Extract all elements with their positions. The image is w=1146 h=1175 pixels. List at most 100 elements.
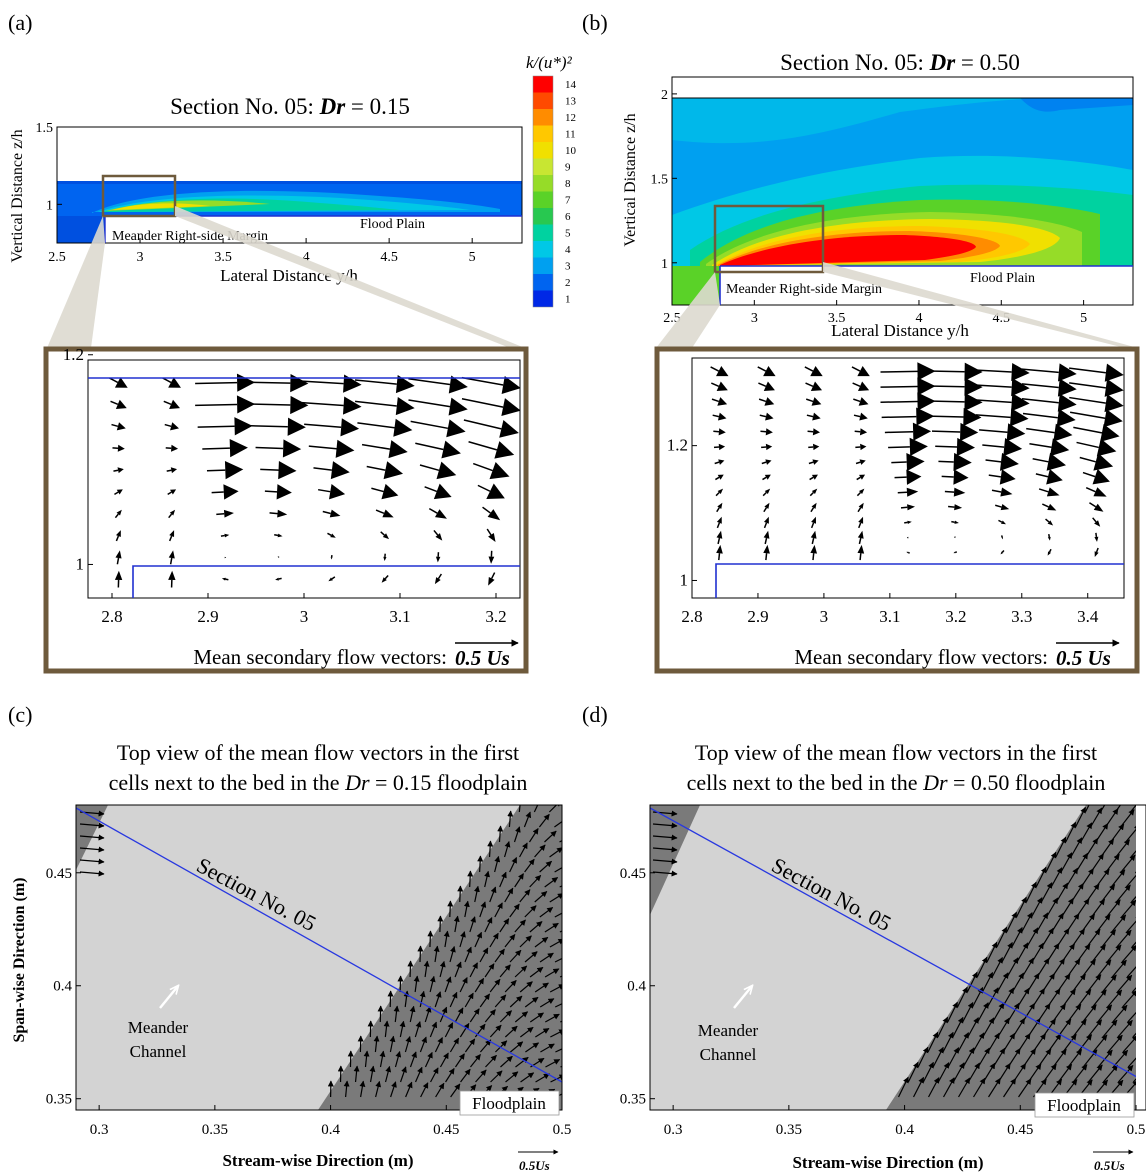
- flow-vector-head: [811, 488, 818, 495]
- panel-a-zoom-connector-left: [47, 216, 105, 348]
- flow-vector-head: [954, 520, 959, 524]
- bed-flow-vector: [514, 873, 524, 888]
- bed-flow-vector: [1102, 1019, 1118, 1038]
- flow-vector: [998, 519, 1003, 523]
- flow-vector-head: [115, 550, 122, 559]
- bed-flow-vector: [943, 1077, 955, 1098]
- flow-vector-head: [953, 487, 966, 497]
- flow-vector: [988, 474, 1001, 478]
- bed-flow-vector: [449, 1037, 460, 1053]
- bed-flow-vector: [927, 1077, 940, 1098]
- flow-vector-head: [912, 422, 932, 441]
- flow-vector-head: [434, 577, 441, 585]
- bed-flow-vector: [982, 1062, 996, 1083]
- flow-vector: [461, 376, 504, 386]
- flow-vector: [419, 464, 440, 472]
- panel-d-letter: (d): [582, 702, 608, 727]
- panel-c-floodplain-area: [318, 805, 562, 1110]
- panel-b-xlabel: Lateral Distance y/h: [831, 321, 969, 340]
- flow-vector: [168, 535, 173, 542]
- flow-vector: [274, 533, 279, 537]
- flow-vector: [931, 430, 961, 433]
- bed-flow-vector: [957, 986, 968, 1008]
- flow-vector-head: [764, 488, 771, 495]
- flow-vector: [260, 468, 279, 471]
- flow-vector-head: [917, 392, 936, 411]
- bed-flow-vector: [548, 805, 562, 813]
- bed-flow-vector: [504, 887, 514, 903]
- flow-vector: [113, 469, 119, 472]
- panel-b-zoom-connector-left: [656, 272, 720, 348]
- bed-flow-vector: [967, 1017, 979, 1038]
- panel-a-zoom-yticks: 11.2: [63, 345, 93, 573]
- flow-vector-head: [717, 502, 723, 509]
- flow-vector-head: [1000, 551, 1004, 555]
- flow-vector: [759, 414, 767, 418]
- panel-a-ylabel: Vertical Distance z/h: [9, 129, 26, 262]
- flow-vector: [197, 425, 235, 428]
- bed-flow-vector: [534, 982, 549, 993]
- x-tick-label: 4.5: [380, 250, 398, 265]
- bed-flow-vector: [464, 946, 472, 963]
- bed-flow-vector: [1106, 944, 1122, 963]
- flow-vector-head: [1011, 362, 1030, 382]
- bed-flow-vector: [1126, 914, 1136, 933]
- bed-flow-vector: [413, 975, 420, 993]
- x-tick-label: 0.35: [776, 1122, 802, 1138]
- flow-vector: [927, 400, 965, 403]
- bed-flow-vector: [1016, 942, 1029, 963]
- panel-d-channel-label-2: Channel: [700, 1045, 757, 1064]
- bed-flow-vector: [1006, 911, 1018, 933]
- x-tick-label: 3.4: [1077, 607, 1099, 626]
- flow-vector-head: [763, 381, 775, 391]
- panel-c-letter: (c): [8, 702, 32, 727]
- bed-flow-vector: [509, 949, 522, 963]
- bed-flow-vector: [555, 1048, 562, 1053]
- flow-vector-head: [236, 395, 256, 414]
- bed-flow-vector: [973, 1077, 986, 1098]
- flow-vector: [195, 381, 238, 385]
- flow-vector-head: [964, 377, 983, 396]
- bed-flow-vector: [554, 957, 562, 963]
- panel-b-zoom-xticks: 2.8 2.9 3 3.1 3.2 3.3 3.4: [681, 593, 1099, 626]
- flow-vector-head: [381, 577, 387, 583]
- bed-flow-vector: [1122, 1035, 1136, 1053]
- panel-a-zoom-xticks: 2.8 2.9 3 3.1 3.2: [101, 593, 507, 626]
- bed-flow-vector: [469, 916, 476, 933]
- bed-flow-vector: [1060, 852, 1073, 873]
- y-tick-label: 1: [680, 570, 689, 589]
- bed-flow-vector: [1001, 942, 1013, 963]
- flow-vector-head: [716, 530, 723, 539]
- bed-flow-vector: [427, 930, 434, 948]
- flow-vector-head: [1011, 378, 1030, 397]
- flow-vector: [853, 414, 861, 418]
- flow-vector: [907, 551, 910, 554]
- flow-vector: [1001, 550, 1005, 553]
- flow-vector: [941, 475, 954, 478]
- flow-vector: [717, 537, 721, 545]
- x-tick-label: 0.5: [553, 1122, 572, 1138]
- bed-flow-vector: [966, 971, 978, 993]
- flow-vector-head: [718, 428, 726, 436]
- bed-flow-vector: [1129, 805, 1136, 813]
- bed-flow-vector: [490, 1070, 503, 1083]
- flow-vector-head: [1000, 487, 1013, 497]
- bed-flow-vector: [519, 842, 528, 858]
- flow-vector-head: [278, 557, 279, 559]
- bed-flow-vector: [1117, 1065, 1134, 1083]
- flow-vector: [482, 506, 491, 514]
- flow-vector-head: [1011, 393, 1030, 412]
- bed-flow-vector: [1102, 1064, 1119, 1083]
- bed-flow-vector: [1130, 895, 1136, 903]
- bed-flow-vector: [1116, 974, 1133, 993]
- bed-flow-vector: [1007, 1002, 1020, 1023]
- bed-flow-vector: [507, 810, 514, 828]
- flow-vector-head: [381, 483, 399, 500]
- flow-vector-head: [765, 459, 772, 465]
- bed-flow-vector: [504, 1025, 518, 1038]
- panel-b-zoom-bed: [715, 563, 1124, 598]
- flow-vector: [953, 536, 956, 538]
- bed-flow-vector: [459, 1022, 470, 1038]
- colorbar: k/(u*)² 14 13 12 11 10 9 8 7 6 5 4 3 2 1: [526, 53, 577, 308]
- flow-vector: [891, 461, 907, 464]
